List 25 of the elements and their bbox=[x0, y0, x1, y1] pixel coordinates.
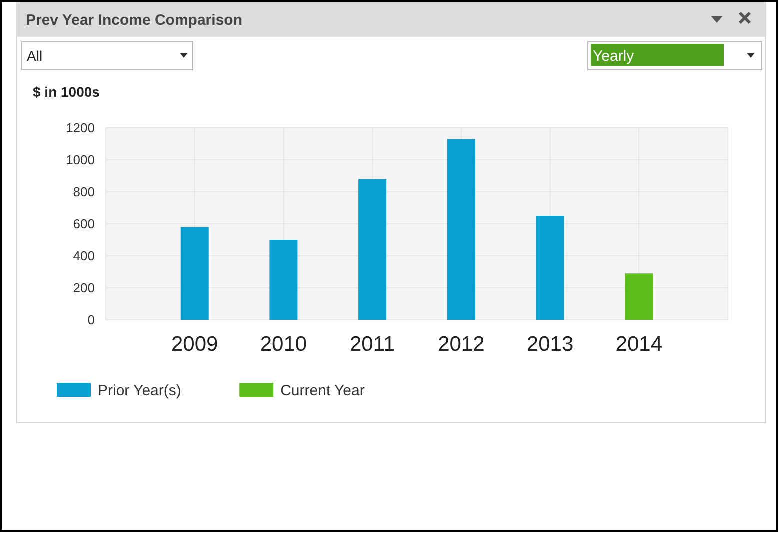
x-tick-label: 2012 bbox=[438, 333, 485, 356]
y-axis-title: $ in 1000s bbox=[33, 84, 100, 100]
x-tick-label: 2013 bbox=[526, 333, 574, 356]
x-tick-label: 2011 bbox=[350, 333, 396, 356]
chart-title: Prev Year Income Comparison bbox=[26, 12, 242, 29]
text: All bbox=[27, 48, 43, 64]
bar bbox=[180, 227, 209, 320]
bar bbox=[270, 240, 298, 320]
legend-label: Current Year bbox=[280, 382, 365, 400]
y-tick-label: 800 bbox=[73, 184, 95, 200]
bar bbox=[536, 216, 564, 320]
y-tick-label: 200 bbox=[73, 280, 95, 296]
y-tick-label: 0 bbox=[88, 312, 95, 328]
x-tick-label: 2014 bbox=[616, 333, 663, 356]
legend-label: Prior Year(s) bbox=[98, 382, 182, 400]
bar bbox=[625, 274, 654, 320]
y-tick-label: 1000 bbox=[66, 152, 95, 168]
bar bbox=[447, 139, 476, 320]
y-tick-label: 400 bbox=[73, 248, 95, 264]
y-tick-label: 600 bbox=[73, 216, 95, 232]
y-tick-label: 1200 bbox=[66, 120, 95, 136]
text: Yearly bbox=[593, 48, 635, 65]
bar bbox=[358, 179, 387, 320]
x-tick-label: 2010 bbox=[260, 333, 308, 356]
x-tick-label: 2009 bbox=[172, 333, 218, 356]
